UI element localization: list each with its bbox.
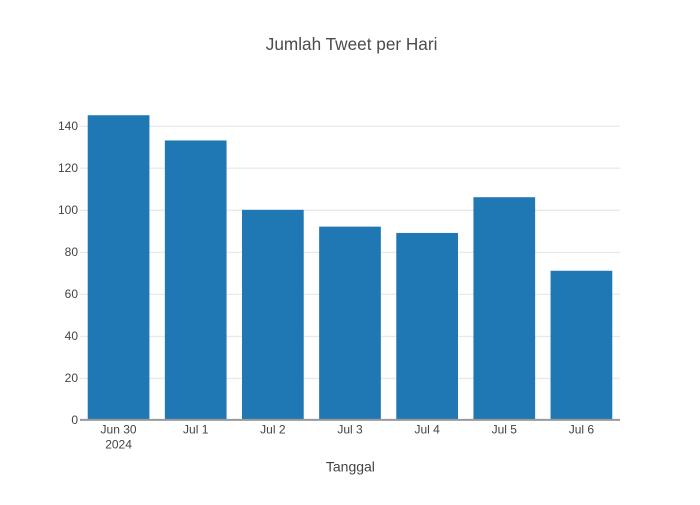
svg-text:2024: 2024 bbox=[105, 438, 132, 452]
svg-text:Jul 2: Jul 2 bbox=[260, 423, 286, 437]
svg-text:Jul 5: Jul 5 bbox=[492, 423, 518, 437]
svg-text:120: 120 bbox=[58, 161, 78, 175]
svg-text:100: 100 bbox=[58, 203, 78, 217]
svg-text:0: 0 bbox=[71, 413, 78, 427]
svg-text:60: 60 bbox=[65, 287, 79, 301]
svg-text:Jul 3: Jul 3 bbox=[337, 423, 363, 437]
svg-text:Jun 30: Jun 30 bbox=[101, 423, 137, 437]
svg-text:Jul 4: Jul 4 bbox=[414, 423, 440, 437]
svg-text:Jul 6: Jul 6 bbox=[569, 423, 595, 437]
svg-text:20: 20 bbox=[65, 371, 79, 385]
svg-text:140: 140 bbox=[58, 119, 78, 133]
svg-text:40: 40 bbox=[65, 329, 79, 343]
svg-text:Jumlah Tweet per Hari: Jumlah Tweet per Hari bbox=[266, 34, 438, 54]
svg-text:Jul 1: Jul 1 bbox=[183, 423, 209, 437]
svg-text:Tanggal: Tanggal bbox=[326, 459, 375, 475]
svg-text:80: 80 bbox=[65, 245, 79, 259]
